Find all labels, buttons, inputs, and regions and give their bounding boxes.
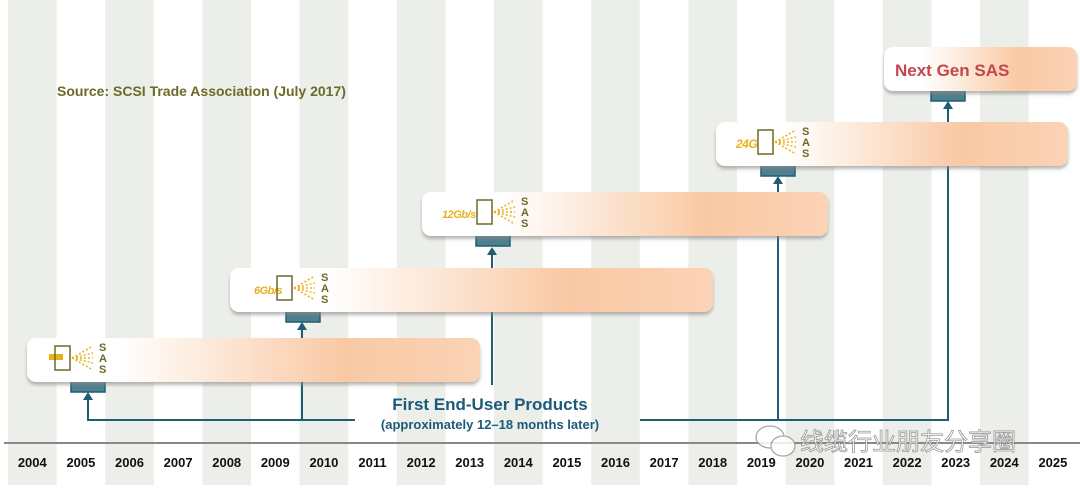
watermark: 线缆行业朋友分享圈	[755, 425, 1016, 457]
generation-bar-12gb-s: 12Gb/s SAS	[422, 192, 828, 247]
generation-title: Next Gen SAS	[895, 61, 1009, 80]
year-label-2004: 2004	[18, 455, 48, 470]
year-label-2010: 2010	[309, 455, 338, 470]
sas-letter: S	[321, 272, 328, 284]
svg-text:线缆行业朋友分享圈: 线缆行业朋友分享圈	[800, 429, 1016, 456]
speed-label: 6Gb/s	[254, 285, 282, 297]
generation-band	[422, 192, 828, 236]
year-label-2022: 2022	[893, 455, 922, 470]
sas-logo: 6Gb/s SAS	[254, 272, 329, 306]
year-label-2013: 2013	[455, 455, 484, 470]
sas-letter: S	[99, 364, 106, 376]
connector-icon	[54, 345, 71, 371]
sas-logo: 24G SAS	[735, 126, 810, 160]
connector-icon	[276, 275, 293, 301]
sas-letter: S	[321, 294, 328, 306]
sas-letter: S	[802, 126, 809, 138]
year-label-2024: 2024	[990, 455, 1020, 470]
year-stripe	[105, 0, 154, 485]
sas-letter: S	[802, 148, 809, 160]
year-label-2015: 2015	[552, 455, 581, 470]
arrow-heads	[83, 101, 953, 400]
generation-bar-3g: SAS	[27, 338, 480, 393]
year-label-2016: 2016	[601, 455, 630, 470]
sas-letter: S	[521, 218, 528, 230]
sas-letter: A	[521, 207, 529, 219]
year-stripe	[8, 0, 57, 485]
year-stripes	[8, 0, 1029, 485]
year-label-2019: 2019	[747, 455, 776, 470]
year-label-2020: 2020	[795, 455, 824, 470]
year-label-2014: 2014	[504, 455, 534, 470]
year-stripe	[688, 0, 737, 485]
year-label-2018: 2018	[698, 455, 727, 470]
signal-rays-icon	[293, 275, 316, 301]
year-label-2012: 2012	[407, 455, 436, 470]
generation-bar-24g: 24G SAS	[716, 122, 1068, 177]
year-label-2005: 2005	[66, 455, 95, 470]
year-label-2011: 2011	[358, 455, 386, 470]
year-label-2008: 2008	[212, 455, 241, 470]
year-label-2021: 2021	[844, 455, 873, 470]
speed-label: 12Gb/s	[442, 209, 476, 221]
speed-label: 24G	[735, 137, 757, 151]
year-label-2025: 2025	[1038, 455, 1067, 470]
plug-icon	[49, 354, 63, 360]
sas-logo: SAS	[49, 342, 107, 376]
signal-rays-icon	[71, 345, 94, 371]
source-note: Source: SCSI Trade Association (July 201…	[57, 83, 346, 99]
connector-icon	[757, 129, 774, 155]
sas-logo: 12Gb/s SAS	[442, 196, 529, 230]
signal-rays-icon	[493, 199, 516, 225]
connector-icon	[476, 199, 493, 225]
generation-band	[27, 338, 480, 382]
sas-letter: A	[99, 353, 107, 365]
year-label-2007: 2007	[164, 455, 193, 470]
year-labels: 2004 2005 2006 2007 2008 2009 2010 2011 2012 2013…	[18, 455, 1068, 470]
year-label-2017: 2017	[650, 455, 679, 470]
generation-band	[716, 122, 1068, 166]
year-stripe	[785, 0, 835, 485]
callout-title: First End-User Products	[392, 395, 588, 414]
year-stripe	[396, 0, 446, 485]
wechat-icon	[755, 425, 796, 457]
generation-band	[884, 47, 1077, 91]
year-stripe	[202, 0, 251, 485]
callout-subtitle: (approximately 12–18 months later)	[381, 417, 599, 432]
year-stripe	[591, 0, 640, 485]
sas-letter: S	[99, 342, 106, 354]
year-label-2009: 2009	[261, 455, 290, 470]
generation-bar-6gb-s: 6Gb/s SAS	[230, 268, 713, 323]
sas-letter: A	[321, 283, 329, 295]
signal-rays-icon	[774, 129, 797, 155]
sas-letter: A	[802, 137, 810, 149]
year-label-2006: 2006	[115, 455, 144, 470]
sas-letter: S	[521, 196, 528, 208]
year-stripe	[299, 0, 349, 485]
generation-band	[230, 268, 713, 312]
year-label-2023: 2023	[941, 455, 970, 470]
generation-bar-next-gen-sas: Next Gen SAS	[884, 47, 1077, 102]
